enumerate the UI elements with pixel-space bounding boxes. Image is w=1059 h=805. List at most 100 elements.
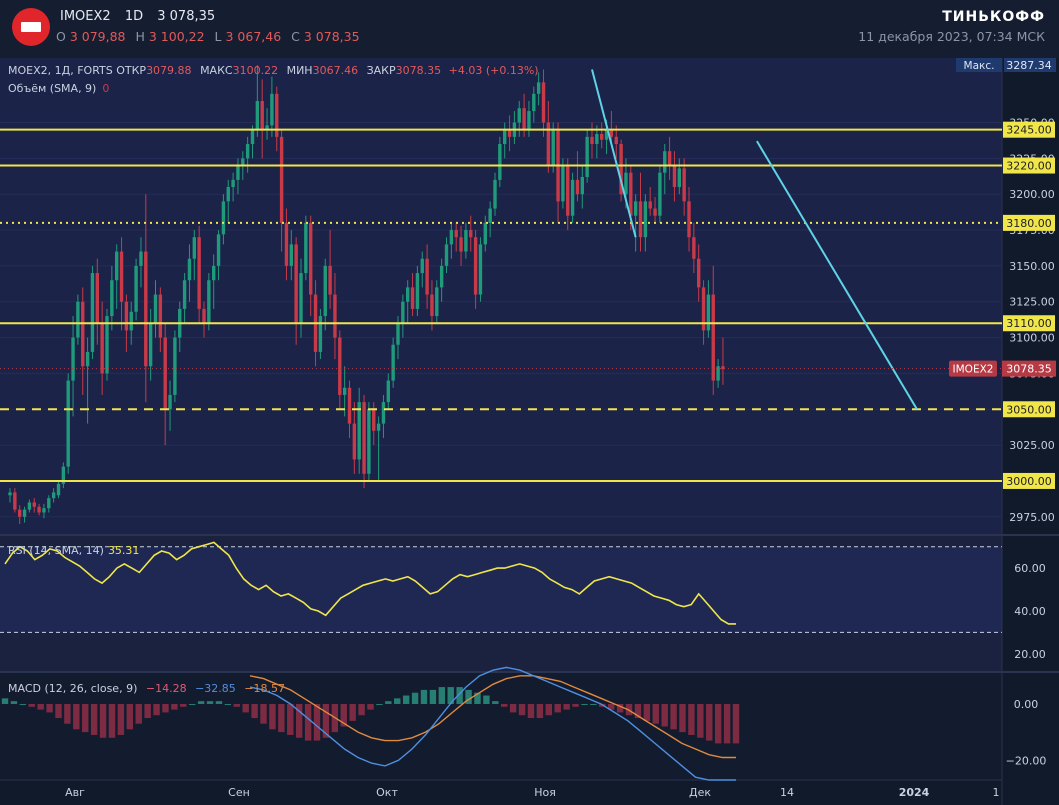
candle-body — [401, 301, 405, 324]
candle-body — [265, 125, 269, 130]
candle-body — [299, 273, 303, 324]
candle-body — [182, 280, 187, 309]
candle-body — [701, 287, 706, 331]
candle-body — [255, 101, 260, 130]
candle-body — [667, 151, 672, 166]
candle-body — [629, 172, 633, 216]
price-tick-label: 3025.00 — [1009, 439, 1055, 452]
macd-histogram-bar — [732, 703, 740, 744]
candle-body — [517, 108, 521, 123]
macd-histogram-bar — [82, 703, 89, 733]
macd-histogram-bar — [90, 703, 98, 735]
candle-body — [546, 122, 551, 166]
macd-histogram-bar — [126, 703, 134, 730]
level-tag — [1003, 157, 1055, 174]
macd-histogram-bar — [153, 703, 160, 716]
candle-body — [614, 136, 618, 145]
macd-histogram-bar — [411, 692, 419, 704]
candle-body — [410, 287, 415, 309]
candle-body — [711, 294, 715, 381]
candle-body — [386, 380, 390, 403]
macd-histogram-bar — [28, 703, 35, 707]
candle-body — [212, 265, 216, 281]
level-tag-label: 3000.00 — [1006, 475, 1052, 488]
candle-body — [357, 402, 361, 460]
candle-body — [289, 244, 293, 266]
ohlc-close-value: 3 078,35 — [303, 29, 360, 44]
time-axis: Авг Сен Окт Ноя Дек 14 2024 1 — [65, 786, 999, 799]
time-tick-label: 2024 — [899, 786, 930, 799]
candle-body — [129, 311, 133, 331]
candle-body — [677, 168, 681, 188]
macd-histogram-bar — [527, 703, 535, 719]
tinkoff-logo-icon — [12, 8, 50, 46]
brand-name: ТИНЬКОФФ — [942, 9, 1045, 25]
candle-body — [435, 287, 439, 317]
time-tick-label: Окт — [376, 786, 398, 799]
candle-body — [56, 483, 61, 496]
level-tag-label: 3245.00 — [1006, 124, 1052, 137]
macd-histogram-bar — [99, 703, 107, 738]
price-tick-label: 3125.00 — [1009, 296, 1055, 309]
ohlc-close-key: C — [291, 29, 300, 44]
level-tag — [1003, 214, 1055, 231]
macd-histogram-bar — [706, 703, 713, 741]
macd-pane-background — [0, 673, 1002, 780]
candle-body — [173, 337, 177, 395]
candle-body — [464, 230, 468, 252]
candle-body — [609, 129, 614, 137]
macd-tick-label: −20.00 — [1006, 754, 1047, 767]
macd-histogram-bar — [233, 703, 240, 707]
horizontal-levels[interactable]: 3245.00 3220.00 3180.00 3110.00 3050.00 3000.… — [0, 121, 1055, 489]
candle-body — [236, 165, 240, 180]
candle-body — [100, 323, 104, 374]
level-tag-label: 3050.00 — [1006, 403, 1052, 416]
candle-body — [202, 308, 206, 324]
chart-header: IMOEX2 1D 3 078,35 O 3 079,88 H 3 100,22… — [0, 0, 1059, 58]
candle-body — [638, 201, 643, 238]
candle-body — [323, 265, 327, 317]
candle-body — [367, 409, 371, 474]
candle-body — [168, 394, 172, 410]
max-badge — [956, 58, 1002, 72]
rsi-pane-background — [0, 536, 1002, 671]
candle-body — [279, 136, 284, 223]
level-tag — [1003, 121, 1055, 138]
macd-histogram-bar — [197, 701, 205, 704]
candle-body — [716, 366, 720, 381]
candle-body — [187, 258, 192, 281]
macd-histogram-bar — [260, 703, 267, 724]
macd-histogram-bar — [385, 701, 392, 704]
trendlines[interactable] — [591, 69, 918, 410]
candle-body — [580, 177, 584, 195]
macd-histogram-bar — [117, 703, 125, 735]
interval-label[interactable]: 1D — [124, 9, 144, 24]
macd-histogram-bar — [55, 703, 62, 719]
macd-histogram-bar — [679, 703, 686, 733]
candle-body — [585, 136, 589, 177]
macd-histogram-bar — [295, 703, 303, 738]
candle-body — [430, 294, 434, 317]
candle-body — [473, 237, 478, 295]
macd-histogram-bar — [189, 703, 196, 705]
chart-canvas[interactable]: 3250.003225.003200.003175.003150.003125.… — [0, 58, 1059, 805]
price-tick-label: 3200.00 — [1009, 188, 1055, 201]
rsi-pane: 60.00 40.00 20.00 — [0, 541, 1046, 661]
candle-body — [119, 251, 124, 302]
macd-histogram-bar — [723, 703, 731, 744]
time-tick-label: Авг — [65, 786, 85, 799]
candle-body — [95, 273, 99, 324]
candle-body — [633, 201, 638, 216]
candle-body — [241, 158, 245, 166]
trendline — [756, 140, 918, 410]
macd-histogram-bar — [73, 703, 80, 730]
macd-line — [249, 666, 736, 781]
candle-body — [624, 172, 628, 195]
ticker-name[interactable]: IMOEX2 — [60, 9, 111, 24]
candle-body — [658, 172, 662, 216]
candle-body — [406, 287, 410, 302]
candle-body — [245, 144, 250, 159]
candles — [8, 65, 725, 524]
candle-body — [682, 168, 686, 202]
macd-histogram-bar — [135, 703, 142, 724]
